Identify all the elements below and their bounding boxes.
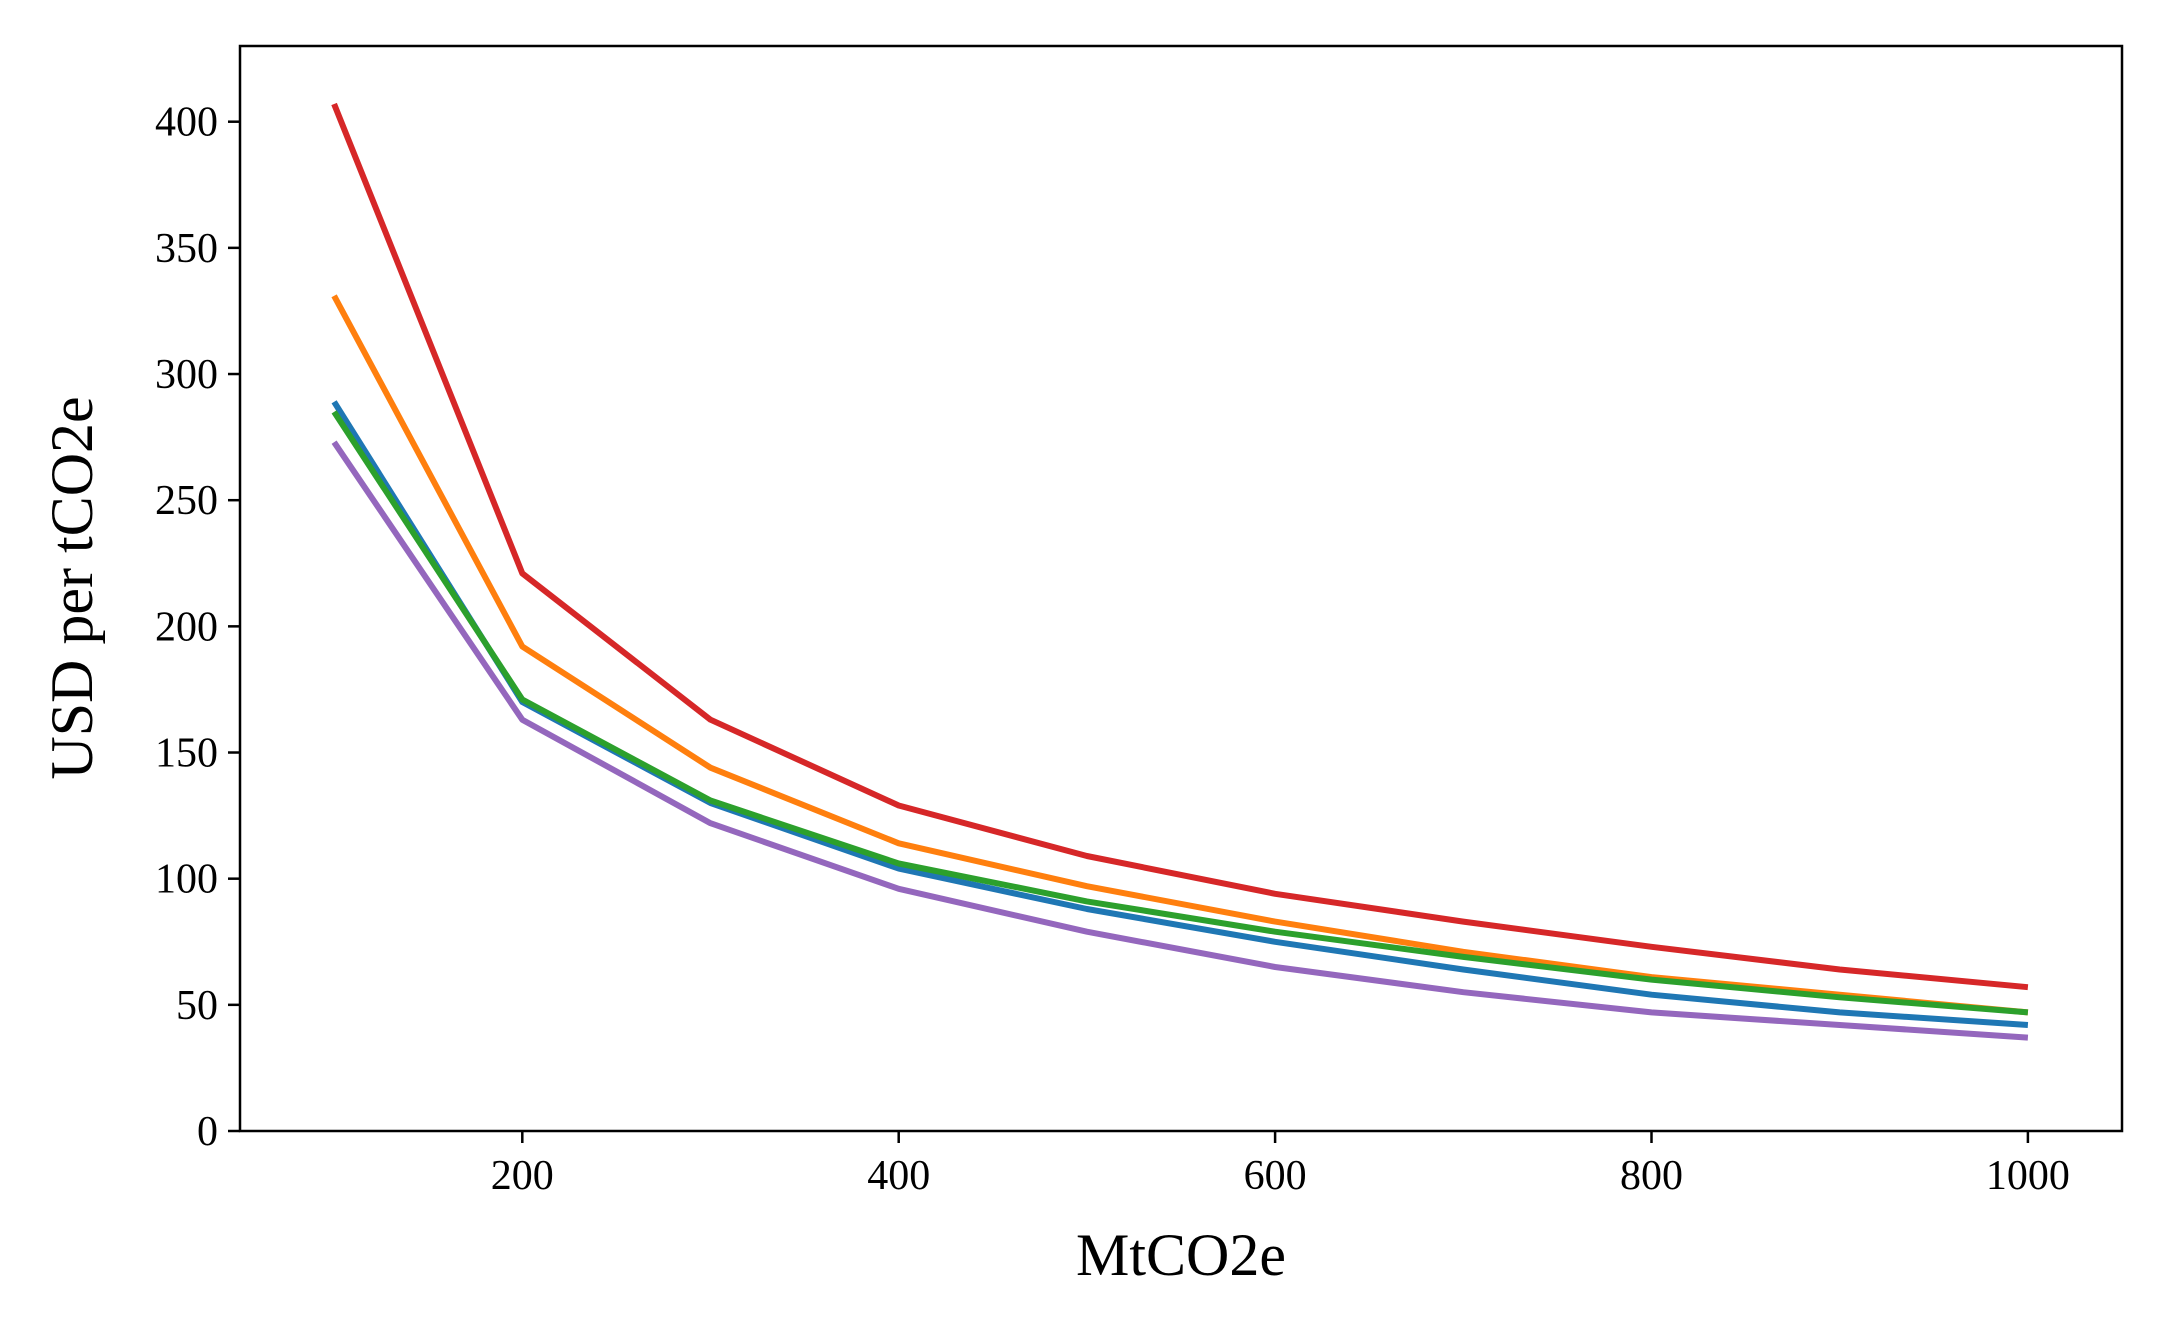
- y-tick-label: 350: [155, 226, 218, 272]
- series-purple-line: [331, 440, 2029, 1041]
- x-tick-label: 200: [491, 1153, 554, 1199]
- y-tick-label: 250: [155, 478, 218, 524]
- x-tick-label: 400: [867, 1153, 930, 1199]
- y-tick-label: 300: [155, 352, 218, 398]
- x-axis-label: MtCO2e: [1076, 1222, 1286, 1288]
- y-tick-label: 100: [155, 857, 218, 903]
- x-tick-label: 1000: [1986, 1153, 2070, 1199]
- series-orange-line: [331, 294, 2029, 1016]
- x-tick-label: 600: [1244, 1153, 1307, 1199]
- y-tick-label: 50: [176, 983, 218, 1029]
- y-axis-ticks: 0 50 100 150 200 250 300 350 400: [155, 100, 240, 1155]
- series-red-line: [331, 102, 2029, 991]
- x-axis-ticks: 200 400 600 800 1000: [491, 1131, 2070, 1199]
- plot-frame: [238, 44, 2124, 1133]
- series-green-line: [331, 410, 2029, 1016]
- y-tick-label: 0: [197, 1109, 218, 1155]
- x-tick-label: 800: [1620, 1153, 1683, 1199]
- y-axis-label: USD per tCO2e: [39, 396, 105, 779]
- series-blue-line: [331, 400, 2029, 1028]
- y-tick-label: 200: [155, 604, 218, 650]
- y-tick-label: 400: [155, 100, 218, 146]
- y-tick-label: 150: [155, 731, 218, 777]
- series-layer: [331, 102, 2029, 1041]
